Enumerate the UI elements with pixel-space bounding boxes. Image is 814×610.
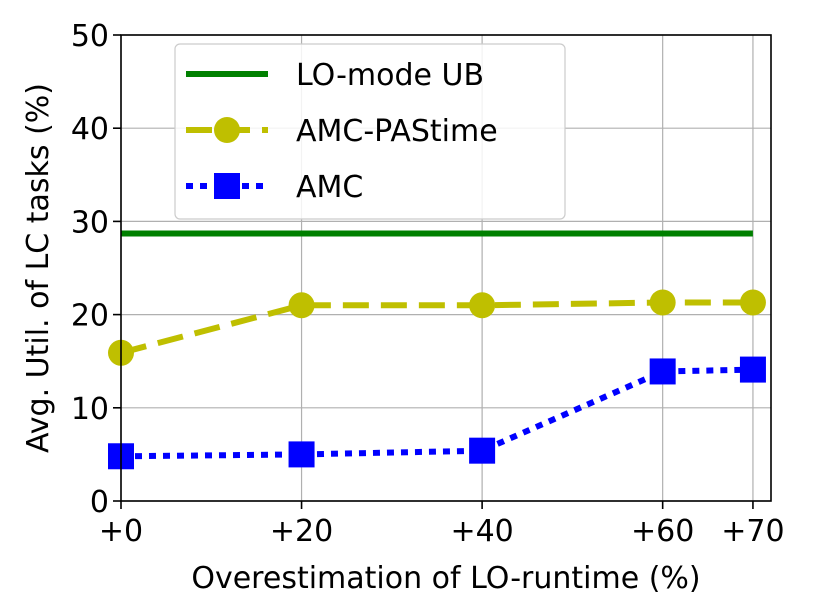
y-tick-label: 0 [90,485,109,520]
y-tick-label: 10 [71,392,109,427]
y-tick-label: 50 [71,19,109,54]
legend-entries: LO-mode UB AMC-PAStime AMC [186,58,498,205]
x-axis-ticks: +0 +20 +40 +60 +70 [99,501,785,549]
data-point-marker [469,437,496,464]
legend-label: AMC [296,170,363,205]
y-tick-label: 40 [71,112,109,147]
x-tick-label: +70 [721,514,784,549]
x-tick-label: +20 [270,514,333,549]
data-point-marker [649,289,676,316]
y-tick-label: 20 [71,299,109,334]
legend: LO-mode UB AMC-PAStime AMC [174,43,566,220]
x-tick-label: +40 [450,514,513,549]
y-axis-label: Avg. Util. of LC tasks (%) [21,83,56,453]
legend-marker-swatch [214,117,240,143]
series-line [120,366,753,460]
data-point-marker [739,289,766,316]
data-point-marker [288,441,315,468]
x-axis-label: Overestimation of LO-runtime (%) [191,561,700,596]
data-point-marker [649,358,676,385]
legend-marker-swatch [214,173,240,199]
legend-box [174,43,566,220]
y-axis-ticks: 0 10 20 30 40 50 [71,19,121,520]
x-tick-label: +0 [99,514,143,549]
data-point-marker [469,292,496,319]
plot-frame [120,34,772,502]
y-tick-label: 30 [71,205,109,240]
data-point-marker [739,356,766,383]
legend-label: AMC-PAStime [296,114,498,149]
x-tick-label: +60 [631,514,694,549]
legend-label: LO-mode UB [296,58,484,93]
data-point-marker [288,292,315,319]
